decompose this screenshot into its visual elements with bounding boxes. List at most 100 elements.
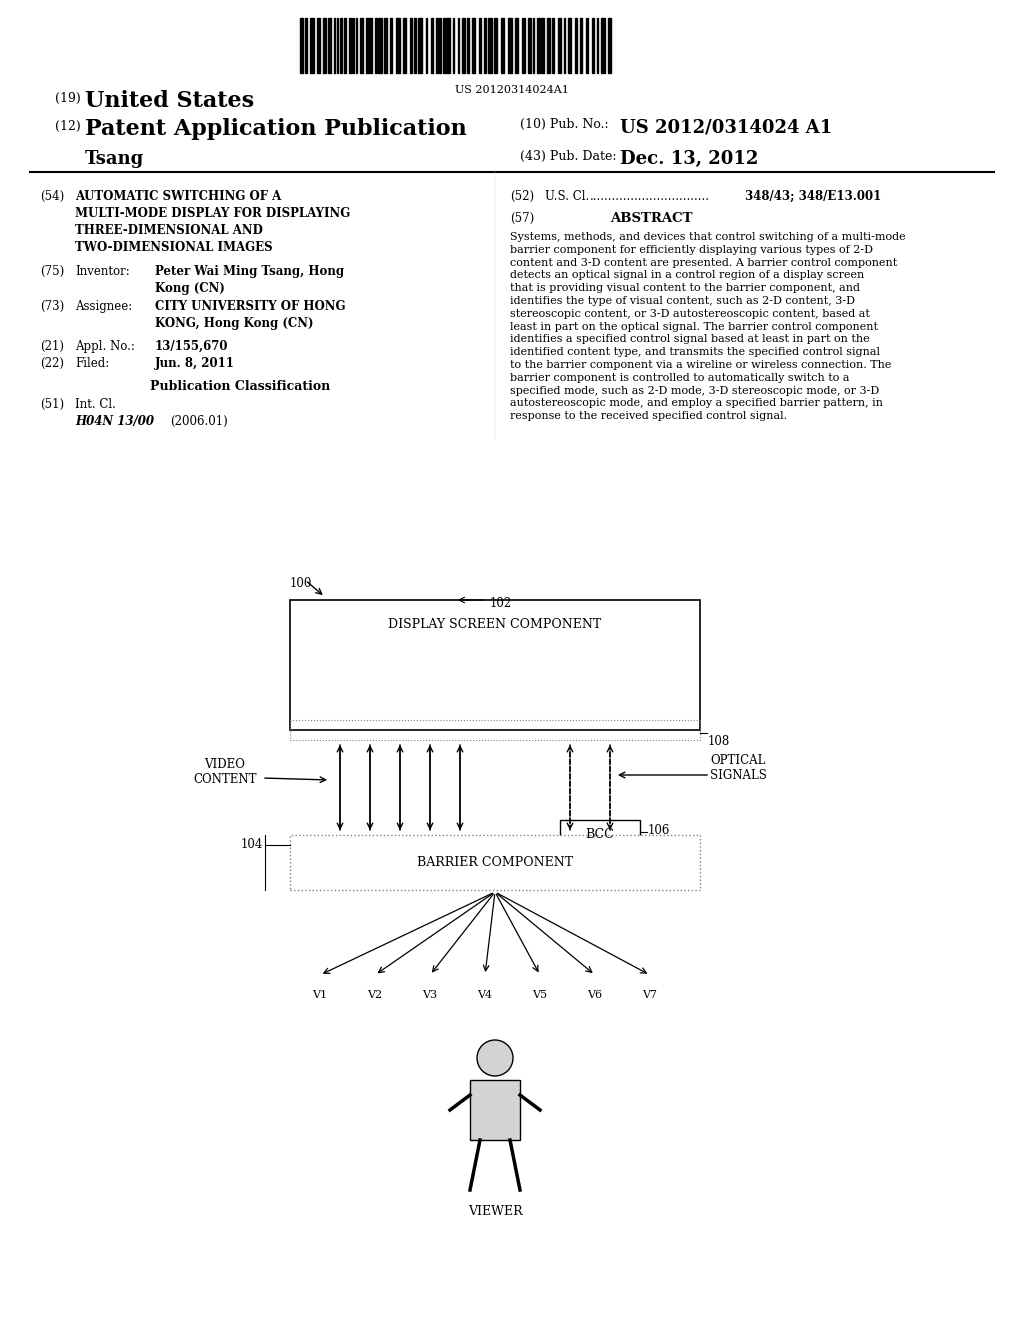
Text: V2: V2 [368, 990, 383, 1001]
Bar [522, 18, 525, 73]
Text: VIDEO
CONTENT: VIDEO CONTENT [194, 758, 257, 785]
Bar [290, 719, 700, 741]
Text: (19): (19) [55, 92, 81, 106]
Text: BARRIER COMPONENT: BARRIER COMPONENT [417, 855, 573, 869]
Text: V4: V4 [477, 990, 493, 1001]
Text: 13/155,670: 13/155,670 [155, 341, 228, 352]
Text: 100: 100 [290, 577, 312, 590]
Bar [537, 18, 540, 73]
Text: 104: 104 [241, 838, 263, 851]
Bar [418, 18, 422, 73]
Bar [488, 18, 492, 73]
Text: Peter Wai Ming Tsang, Hong
Kong (CN): Peter Wai Ming Tsang, Hong Kong (CN) [155, 265, 344, 294]
Bar [528, 18, 531, 73]
Text: Publication Classification: Publication Classification [150, 380, 331, 393]
Circle shape [477, 1040, 513, 1076]
Bar [501, 18, 504, 73]
Text: Systems, methods, and devices that control switching of a multi-mode
barrier com: Systems, methods, and devices that contr… [510, 232, 905, 421]
Bar [541, 18, 544, 73]
Text: 348/43; 348/E13.001: 348/43; 348/E13.001 [745, 190, 882, 203]
Bar [290, 836, 700, 890]
Bar [592, 18, 594, 73]
Text: U.S. Cl.: U.S. Cl. [545, 190, 589, 203]
Bar [360, 18, 362, 73]
Bar [290, 601, 700, 730]
Bar [396, 18, 400, 73]
Text: 106: 106 [648, 824, 671, 837]
Bar [515, 18, 518, 73]
Bar [300, 18, 303, 73]
Text: Assignee:: Assignee: [75, 300, 132, 313]
Text: Dec. 13, 2012: Dec. 13, 2012 [620, 150, 759, 168]
Bar [403, 18, 406, 73]
Bar [568, 18, 571, 73]
Text: AUTOMATIC SWITCHING OF A
MULTI-MODE DISPLAY FOR DISPLAYING
THREE-DIMENSIONAL AND: AUTOMATIC SWITCHING OF A MULTI-MODE DISP… [75, 190, 350, 253]
Text: Appl. No.:: Appl. No.: [75, 341, 135, 352]
Bar [317, 18, 319, 73]
Text: H04N 13/00: H04N 13/00 [75, 414, 154, 428]
Text: (2006.01): (2006.01) [170, 414, 227, 428]
Bar [462, 18, 465, 73]
Text: V7: V7 [642, 990, 657, 1001]
Text: Tsang: Tsang [85, 150, 144, 168]
Text: (51): (51) [40, 399, 65, 411]
Text: (10) Pub. No.:: (10) Pub. No.: [520, 117, 608, 131]
Text: VIEWER: VIEWER [468, 1205, 522, 1218]
Bar [479, 18, 481, 73]
Text: V3: V3 [423, 990, 437, 1001]
Bar [375, 18, 377, 73]
Bar [366, 18, 369, 73]
Bar [310, 18, 314, 73]
Bar [560, 820, 640, 847]
Text: OPTICAL
SIGNALS: OPTICAL SIGNALS [710, 754, 767, 781]
Text: CITY UNIVERSITY OF HONG
KONG, Hong Kong (CN): CITY UNIVERSITY OF HONG KONG, Hong Kong … [155, 300, 345, 330]
Bar [472, 18, 475, 73]
Bar [414, 18, 416, 73]
Bar [580, 18, 582, 73]
Text: V5: V5 [532, 990, 548, 1001]
Text: 102: 102 [490, 597, 512, 610]
Bar [410, 18, 412, 73]
Bar [390, 18, 392, 73]
Text: (75): (75) [40, 265, 65, 279]
Bar [349, 18, 352, 73]
Text: V1: V1 [312, 990, 328, 1001]
Text: (57): (57) [510, 213, 535, 224]
Text: (21): (21) [40, 341, 63, 352]
Bar [370, 18, 372, 73]
Bar [443, 18, 445, 73]
Text: DISPLAY SCREEN COMPONENT: DISPLAY SCREEN COMPONENT [388, 618, 602, 631]
Text: Patent Application Publication: Patent Application Publication [85, 117, 467, 140]
Text: (12): (12) [55, 120, 81, 133]
Bar [575, 18, 577, 73]
Text: Jun. 8, 2011: Jun. 8, 2011 [155, 356, 234, 370]
Bar [431, 18, 433, 73]
Text: United States: United States [85, 90, 254, 112]
Bar [601, 18, 605, 73]
Text: Inventor:: Inventor: [75, 265, 130, 279]
Bar [378, 18, 382, 73]
Bar [586, 18, 588, 73]
Bar [470, 1080, 520, 1140]
Text: (52): (52) [510, 190, 535, 203]
Text: Filed:: Filed: [75, 356, 110, 370]
Text: V6: V6 [588, 990, 602, 1001]
Text: ................................: ................................ [590, 190, 710, 203]
Text: (22): (22) [40, 356, 63, 370]
Bar [328, 18, 331, 73]
Text: 108: 108 [708, 735, 730, 748]
Text: (73): (73) [40, 300, 65, 313]
Bar [439, 18, 441, 73]
Text: ABSTRACT: ABSTRACT [610, 213, 692, 224]
Text: BCC: BCC [586, 828, 614, 841]
Bar [484, 18, 486, 73]
Bar [494, 18, 497, 73]
Bar [305, 18, 307, 73]
Bar [508, 18, 512, 73]
Text: US 2012/0314024 A1: US 2012/0314024 A1 [620, 117, 833, 136]
Text: (54): (54) [40, 190, 65, 203]
Bar [467, 18, 469, 73]
Bar [323, 18, 326, 73]
Text: Int. Cl.: Int. Cl. [75, 399, 116, 411]
Bar [436, 18, 438, 73]
